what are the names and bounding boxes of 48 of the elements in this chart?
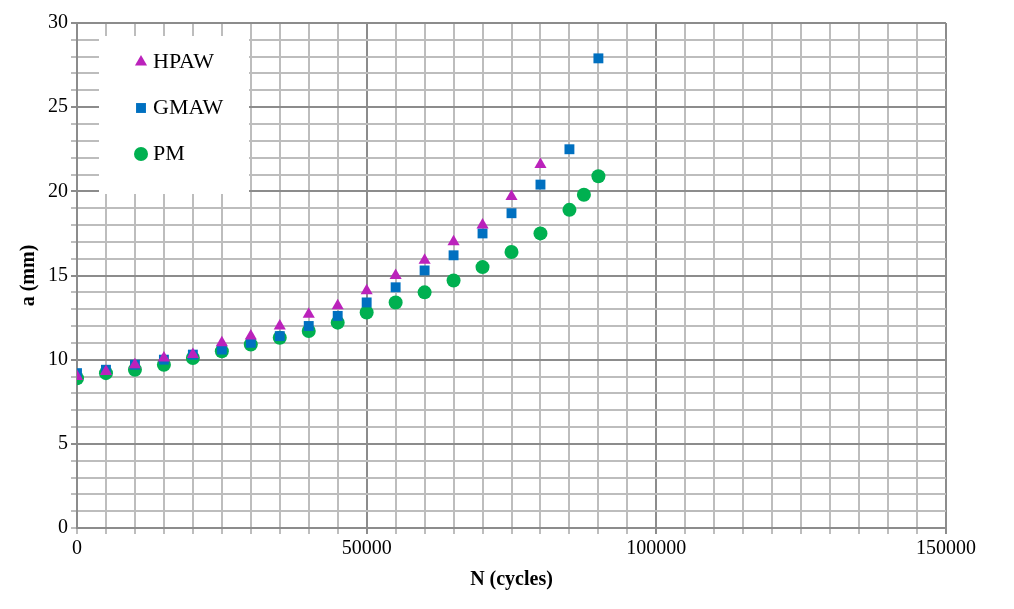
point [593, 53, 604, 64]
point [447, 234, 460, 246]
y-tick-label: 15 [48, 262, 68, 285]
point [534, 157, 547, 168]
point [360, 283, 373, 295]
point [388, 295, 403, 310]
y-tick-label: 25 [48, 94, 68, 117]
y-tick-label: 30 [48, 10, 68, 33]
point [244, 329, 257, 340]
legend-label: HPAW [153, 47, 215, 73]
point [302, 307, 315, 318]
x-axis-title: N (cycles) [470, 567, 553, 591]
point [419, 265, 430, 276]
point [332, 310, 343, 321]
point [446, 273, 461, 288]
point [359, 305, 374, 320]
point [417, 285, 432, 300]
point [535, 179, 546, 190]
point [533, 226, 548, 241]
x-tick-label: 150000 [916, 536, 976, 559]
point [506, 208, 517, 219]
y-tick-label: 5 [58, 431, 68, 454]
legend-label: PM [153, 139, 185, 165]
point [476, 218, 489, 229]
point [361, 297, 372, 308]
point [418, 253, 431, 264]
y-tick-label: 20 [48, 178, 68, 201]
y-tick-label: 0 [58, 515, 68, 538]
point [389, 268, 402, 279]
point [390, 282, 401, 293]
point [273, 319, 286, 330]
y-tick-label: 10 [48, 346, 68, 369]
point [331, 298, 344, 310]
point [564, 144, 575, 155]
x-tick-label: 100000 [626, 536, 687, 559]
point [505, 189, 518, 200]
point [475, 260, 490, 275]
x-tick-label: 50000 [341, 536, 392, 559]
point [303, 321, 314, 331]
point [215, 335, 228, 347]
y-axis-title: a (mm) [16, 244, 40, 307]
legend-label: GMAW [153, 93, 224, 119]
point [591, 169, 606, 184]
x-tick-label: 0 [72, 536, 82, 559]
point [576, 187, 591, 202]
point [448, 250, 459, 261]
point [562, 202, 577, 217]
point [504, 244, 519, 259]
